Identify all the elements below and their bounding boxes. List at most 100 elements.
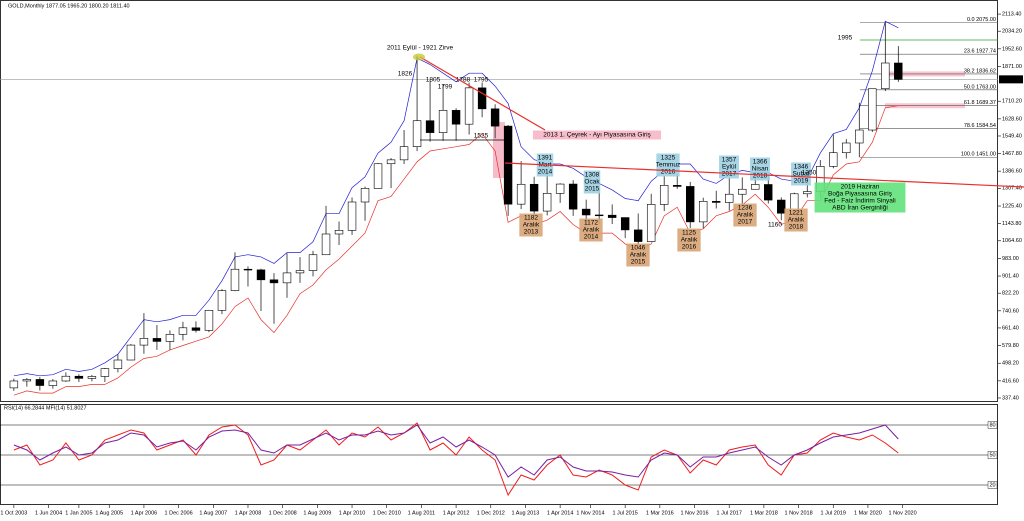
x-tick-label: 1 Nov 2014 [576, 510, 604, 516]
candle-body [269, 279, 279, 284]
annotation: 2014 [584, 234, 599, 241]
annotation: Aralık [737, 212, 754, 219]
annotation-box [677, 228, 701, 252]
candle-body [204, 309, 214, 331]
x-tick-label: 1 Aug 2005 [95, 510, 123, 516]
candle-body [464, 87, 474, 125]
candle-body [568, 183, 578, 210]
annotation: ABD İran Gerginliği [832, 203, 888, 212]
last-price-tag [999, 75, 1023, 84]
candle-body [698, 201, 708, 223]
candle-body [386, 159, 396, 165]
candle-body [620, 217, 630, 231]
annotation: 1805 [426, 77, 441, 84]
x-tick-label: 1 Dec 2012 [477, 510, 505, 516]
candle-body [217, 290, 227, 311]
y-tick-label: 337.40 [1002, 395, 1019, 401]
candle-body [425, 120, 435, 133]
price-panel [0, 0, 998, 402]
y-tick-label: 1386.60 [1002, 169, 1022, 175]
candle-body [308, 254, 318, 271]
y-tick-label: 1467.80 [1002, 151, 1022, 157]
y-tick-label: 80 [989, 422, 995, 428]
annotation: 1236 [738, 205, 753, 212]
annotation-box [791, 162, 811, 186]
candle-body [165, 333, 175, 342]
annotation: 1172 [584, 220, 598, 227]
y-tick-box [987, 481, 998, 489]
x-tick-label: 1 Apr 2010 [339, 510, 366, 516]
x-tick-label: 1 Nov 2016 [680, 510, 708, 516]
header: GOLD,Monthly 1877.05 1965.20 1800.20 181… [8, 3, 130, 9]
x-tick-label: 1 Jun 2004 [35, 510, 62, 516]
candle-body [126, 344, 136, 361]
fib-label: 78.6 1584.54 [964, 123, 996, 129]
annotation: 2013 [524, 229, 539, 236]
candle-body [191, 327, 201, 331]
x-tick-label: 1 Oct 2003 [0, 510, 27, 516]
candle-body [659, 185, 669, 205]
y-tick-label: 1225.40 [1002, 203, 1022, 209]
annotation-box [733, 203, 757, 227]
x-tick-label: 1 Dec 2008 [269, 510, 297, 516]
fib-label: 0.0 2075.00 [967, 17, 996, 23]
x-tick-label: 1 Jul 2015 [612, 510, 637, 516]
x-tick-label: 1 Nov 2018 [785, 510, 813, 516]
x-tick-label: 1 Apr 2012 [443, 510, 470, 516]
candle-body [230, 268, 240, 291]
y-tick-label: 579.80 [1002, 343, 1019, 349]
y-tick-label: 1710.20 [1002, 99, 1022, 105]
candle-body [243, 268, 253, 271]
x-tick-label: 1 Mar 2016 [646, 510, 674, 516]
candle-body [412, 120, 422, 147]
y-tick-label: 50 [989, 452, 995, 458]
annotation-box [814, 182, 906, 213]
candle-body [829, 152, 838, 167]
annotation: 1826 [398, 71, 413, 78]
annotation: 2013 1. Çeyrek - Ayı Piyasasına Giriş [543, 132, 651, 139]
candle-body [738, 188, 747, 195]
annotation: 1391 [538, 155, 553, 162]
candle-body [451, 110, 461, 125]
annotation: 1799 [438, 84, 453, 91]
annotation: 2017 [738, 219, 753, 226]
annotation: 1350 [802, 170, 817, 177]
y-tick-box [987, 451, 998, 459]
y-tick-label: 498.20 [1002, 361, 1019, 367]
annotation: 1346 [794, 164, 809, 171]
annotation: 2015 [631, 259, 646, 266]
fib-label: 50.0 1763.00 [964, 84, 996, 90]
y-tick-label: 1143.80 [1002, 221, 1021, 227]
candle-body [868, 88, 877, 131]
candle-body [555, 183, 565, 194]
annotation: 1357 [722, 157, 737, 164]
y-tick-label: 1628.60 [1002, 116, 1022, 122]
y-tick-label: 416.60 [1002, 378, 1019, 384]
indicator-line [13, 422, 899, 497]
annotation: 2018 [789, 224, 804, 231]
candle-body [22, 379, 32, 382]
trend-line [419, 56, 546, 131]
annotation: Aralık [681, 237, 698, 244]
annotation: Aralık [630, 252, 647, 259]
plot: 2113.40 2034.20 1952.60 1871.00 1710.20 1628.… [0, 12, 1023, 516]
annotation: 2016 [682, 244, 697, 251]
x-tick-label: 1 Apr 2014 [547, 510, 574, 516]
candle-body [777, 199, 786, 214]
y-tick-label: 1549.40 [1002, 133, 1022, 139]
y-tick-label: 822.20 [1002, 291, 1019, 297]
x-tick-label: 1 Mar 2020 [854, 510, 882, 516]
fib-label: 23.6 1927.74 [964, 49, 996, 55]
candle-body [881, 62, 890, 90]
candle-body [516, 183, 526, 205]
y-tick-label: 983.00 [1002, 256, 1019, 262]
candle-body [334, 230, 344, 235]
indicator-line [13, 424, 899, 478]
trend-line [504, 162, 1024, 188]
x-tick-label: 1 Jul 2017 [717, 510, 742, 516]
x-tick-label: 1 Aug 2007 [199, 510, 227, 516]
annotation: 2015 [585, 186, 600, 193]
annotation: 1325 [661, 155, 676, 162]
